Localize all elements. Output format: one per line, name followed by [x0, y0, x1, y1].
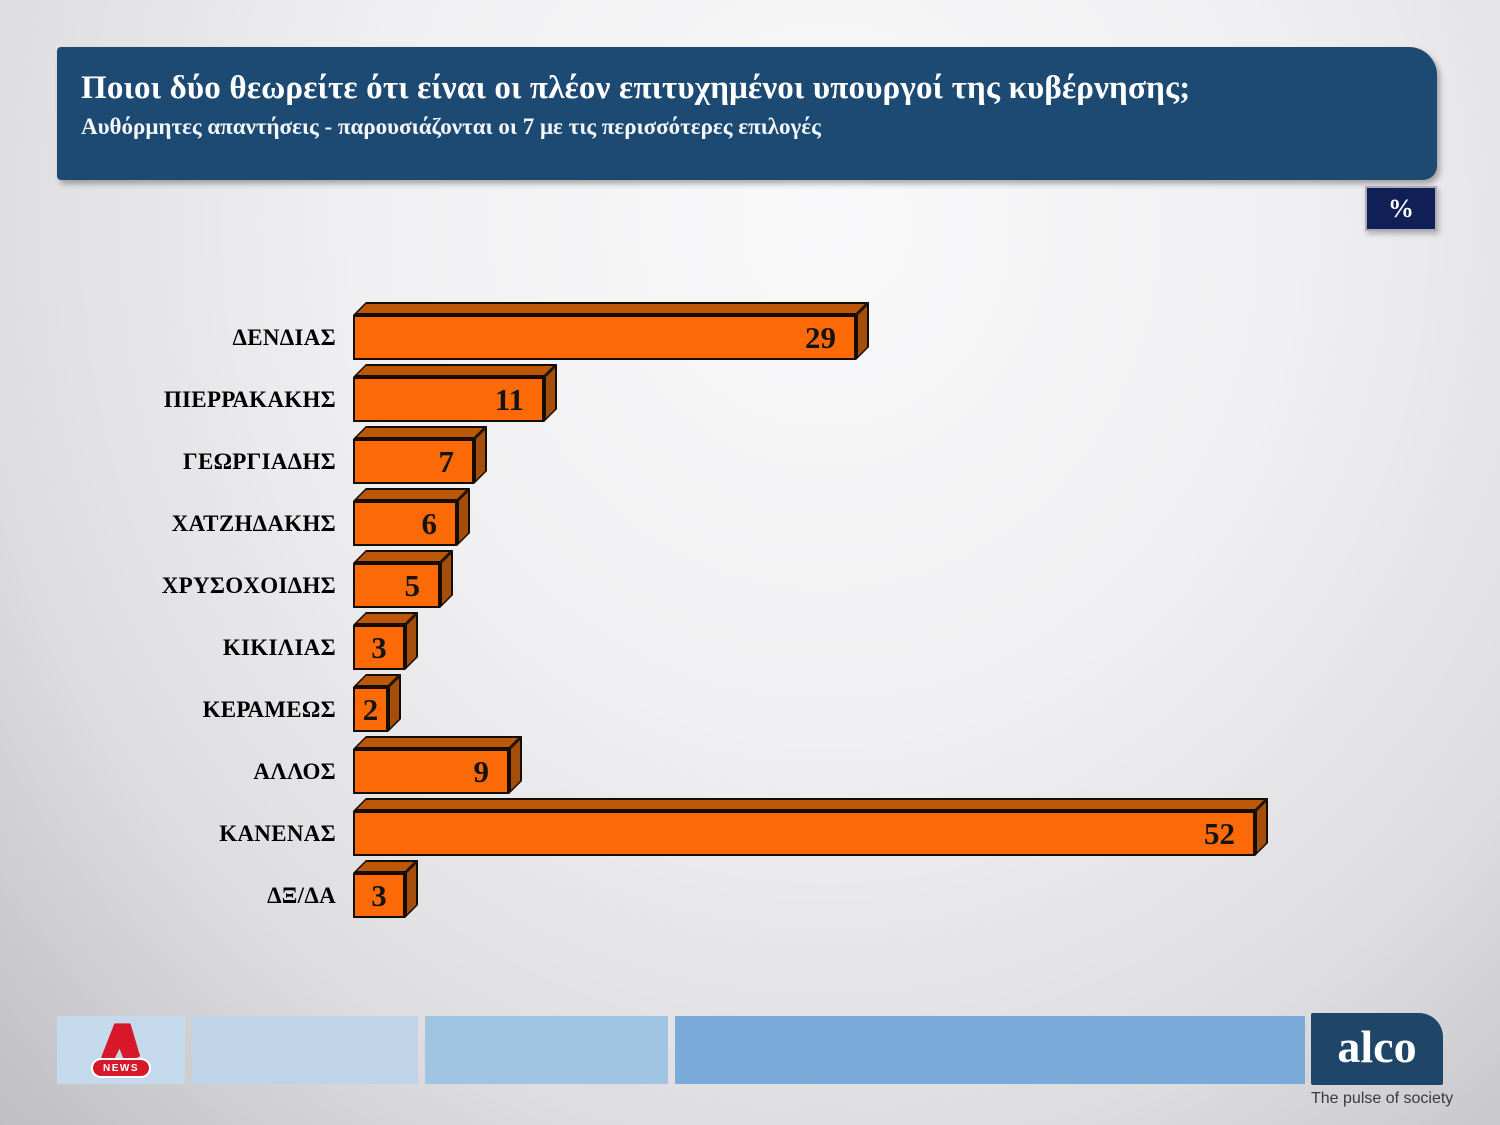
- chart-row: ΧΑΤΖΗΔΑΚΗΣ 6: [0, 484, 1500, 546]
- bar: 7: [353, 422, 487, 484]
- chart-row: ΓΕΩΡΓΙΑΔΗΣ 7: [0, 422, 1500, 484]
- footer-box-3: [425, 1016, 668, 1084]
- chart-row: ΠΙΕΡΡΑΚΑΚΗΣ 11: [0, 360, 1500, 422]
- chart-row: ΚΙΚΙΛΙΑΣ 3: [0, 608, 1500, 670]
- footer-box-alpha: NEWS: [57, 1016, 185, 1084]
- percent-unit-badge: %: [1365, 186, 1437, 231]
- chart-row: ΧΡΥΣΟΧΟΙΔΗΣ 5: [0, 546, 1500, 608]
- alpha-news-pill: NEWS: [91, 1058, 151, 1078]
- category-label: ΠΙΕΡΡΑΚΑΚΗΣ: [163, 386, 336, 412]
- category-label: ΔΞ/ΔΑ: [267, 882, 336, 908]
- bar-top-face: [353, 736, 522, 749]
- bar-value: 29: [805, 320, 836, 355]
- category-label: ΓΕΩΡΓΙΑΔΗΣ: [183, 448, 336, 474]
- bar-front-face: 9: [353, 749, 509, 794]
- bar-chart: ΔΕΝΔΙΑΣ 29 ΠΙΕΡΡΑΚΑΚΗΣ 11 ΓΕΩΡΓΙΑΔΗΣ 7 ΧΑΤΖΗΔΑ…: [0, 298, 1500, 923]
- bar-front-face: 29: [353, 315, 856, 360]
- category-label: ΑΛΛΟΣ: [253, 758, 336, 784]
- alco-tagline: The pulse of society: [1311, 1090, 1454, 1107]
- bar-value: 11: [494, 382, 524, 417]
- alco-logo-text: alco: [1337, 1021, 1417, 1072]
- bar-value: 52: [1204, 816, 1235, 851]
- bar: 3: [353, 856, 418, 918]
- category-label: ΧΑΤΖΗΔΑΚΗΣ: [171, 510, 336, 536]
- bar: 9: [353, 732, 522, 794]
- bar-top-face: [353, 426, 487, 439]
- footer-box-2: [192, 1016, 418, 1084]
- bar-front-face: 52: [353, 811, 1255, 856]
- bar-value: 7: [438, 444, 455, 479]
- bar-top-face: [353, 364, 557, 377]
- bar-value: 5: [404, 568, 421, 603]
- bar: 3: [353, 608, 418, 670]
- bar-value: 3: [371, 878, 387, 913]
- chart-row: ΚΑΝΕΝΑΣ 52: [0, 794, 1500, 856]
- category-label: ΧΡΥΣΟΧΟΙΔΗΣ: [161, 572, 336, 598]
- category-label: ΚΕΡΑΜΕΩΣ: [202, 696, 336, 722]
- bar-top-face: [353, 798, 1268, 811]
- bar-front-face: 6: [353, 501, 457, 546]
- bar-top-face: [353, 550, 453, 563]
- bar-value: 3: [371, 630, 387, 665]
- bar: 6: [353, 484, 470, 546]
- chart-row: ΚΕΡΑΜΕΩΣ 2: [0, 670, 1500, 732]
- bar-value: 9: [473, 754, 490, 789]
- category-label: ΚΙΚΙΛΙΑΣ: [222, 634, 336, 660]
- bar: 11: [353, 360, 557, 422]
- bar-front-face: 3: [353, 625, 405, 670]
- category-label: ΔΕΝΔΙΑΣ: [232, 324, 336, 350]
- category-label: ΚΑΝΕΝΑΣ: [219, 820, 336, 846]
- bar: 5: [353, 546, 453, 608]
- question-subtitle: Αυθόρμητες απαντήσεις - παρουσιάζονται ο…: [81, 114, 821, 139]
- chart-row: ΑΛΛΟΣ 9: [0, 732, 1500, 794]
- bar-top-face: [353, 488, 470, 501]
- bar-front-face: 5: [353, 563, 440, 608]
- bar-value: 6: [421, 506, 438, 541]
- question-title: Ποιοι δύο θεωρείτε ότι είναι οι πλέον επ…: [81, 70, 1191, 106]
- bar: 52: [353, 794, 1268, 856]
- chart-row: ΔΕΝΔΙΑΣ 29: [0, 298, 1500, 360]
- bar-top-face: [353, 302, 869, 315]
- bar-front-face: 2: [353, 687, 388, 732]
- chart-row: ΔΞ/ΔΑ 3: [0, 856, 1500, 918]
- alpha-news-logo: NEWS: [91, 1022, 151, 1078]
- alpha-news-label: NEWS: [103, 1063, 139, 1074]
- alco-logo: alco: [1311, 1013, 1443, 1085]
- bar-front-face: 7: [353, 439, 474, 484]
- question-panel: Ποιοι δύο θεωρείτε ότι είναι οι πλέον επ…: [57, 47, 1437, 180]
- bar: 29: [353, 298, 869, 360]
- bar: 2: [353, 670, 401, 732]
- footer-box-4: [675, 1016, 1305, 1084]
- bar-value: 2: [362, 692, 379, 727]
- bar-front-face: 11: [353, 377, 544, 422]
- alpha-a-icon: [101, 1023, 140, 1063]
- bar-front-face: 3: [353, 873, 405, 918]
